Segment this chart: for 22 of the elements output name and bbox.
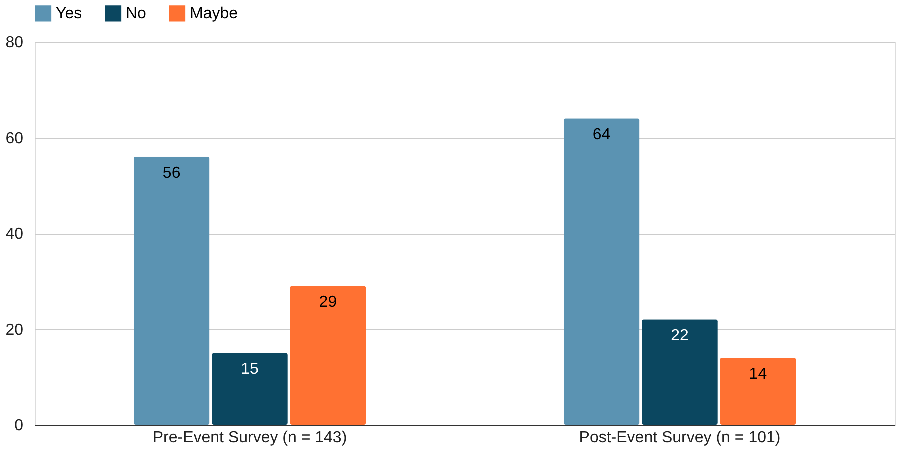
- y-tick-label: 20: [6, 322, 24, 339]
- y-tick-label: 0: [14, 418, 24, 434]
- bar: [564, 118, 640, 425]
- y-tick-label: 80: [6, 34, 24, 52]
- bar: [720, 358, 796, 425]
- data-label: 29: [319, 294, 338, 312]
- y-tick-label: 60: [6, 130, 24, 148]
- x-tick-label: Pre-Event Survey (n = 143): [152, 430, 348, 446]
- legend-label: Yes: [56, 6, 82, 23]
- y-tick-label: 40: [6, 226, 24, 243]
- legend-label: No: [126, 6, 147, 23]
- bar: [212, 353, 288, 425]
- data-label: 15: [241, 361, 259, 378]
- data-label: 14: [749, 366, 768, 383]
- x-tick-label: Post-Event Survey (n = 101): [579, 430, 781, 446]
- bar: [134, 156, 210, 425]
- data-label: 64: [592, 126, 611, 144]
- bar: [290, 286, 366, 425]
- data-label: 22: [671, 328, 689, 345]
- bar: [642, 320, 718, 425]
- legend-label: Maybe: [190, 6, 238, 23]
- data-label: 56: [162, 164, 181, 182]
